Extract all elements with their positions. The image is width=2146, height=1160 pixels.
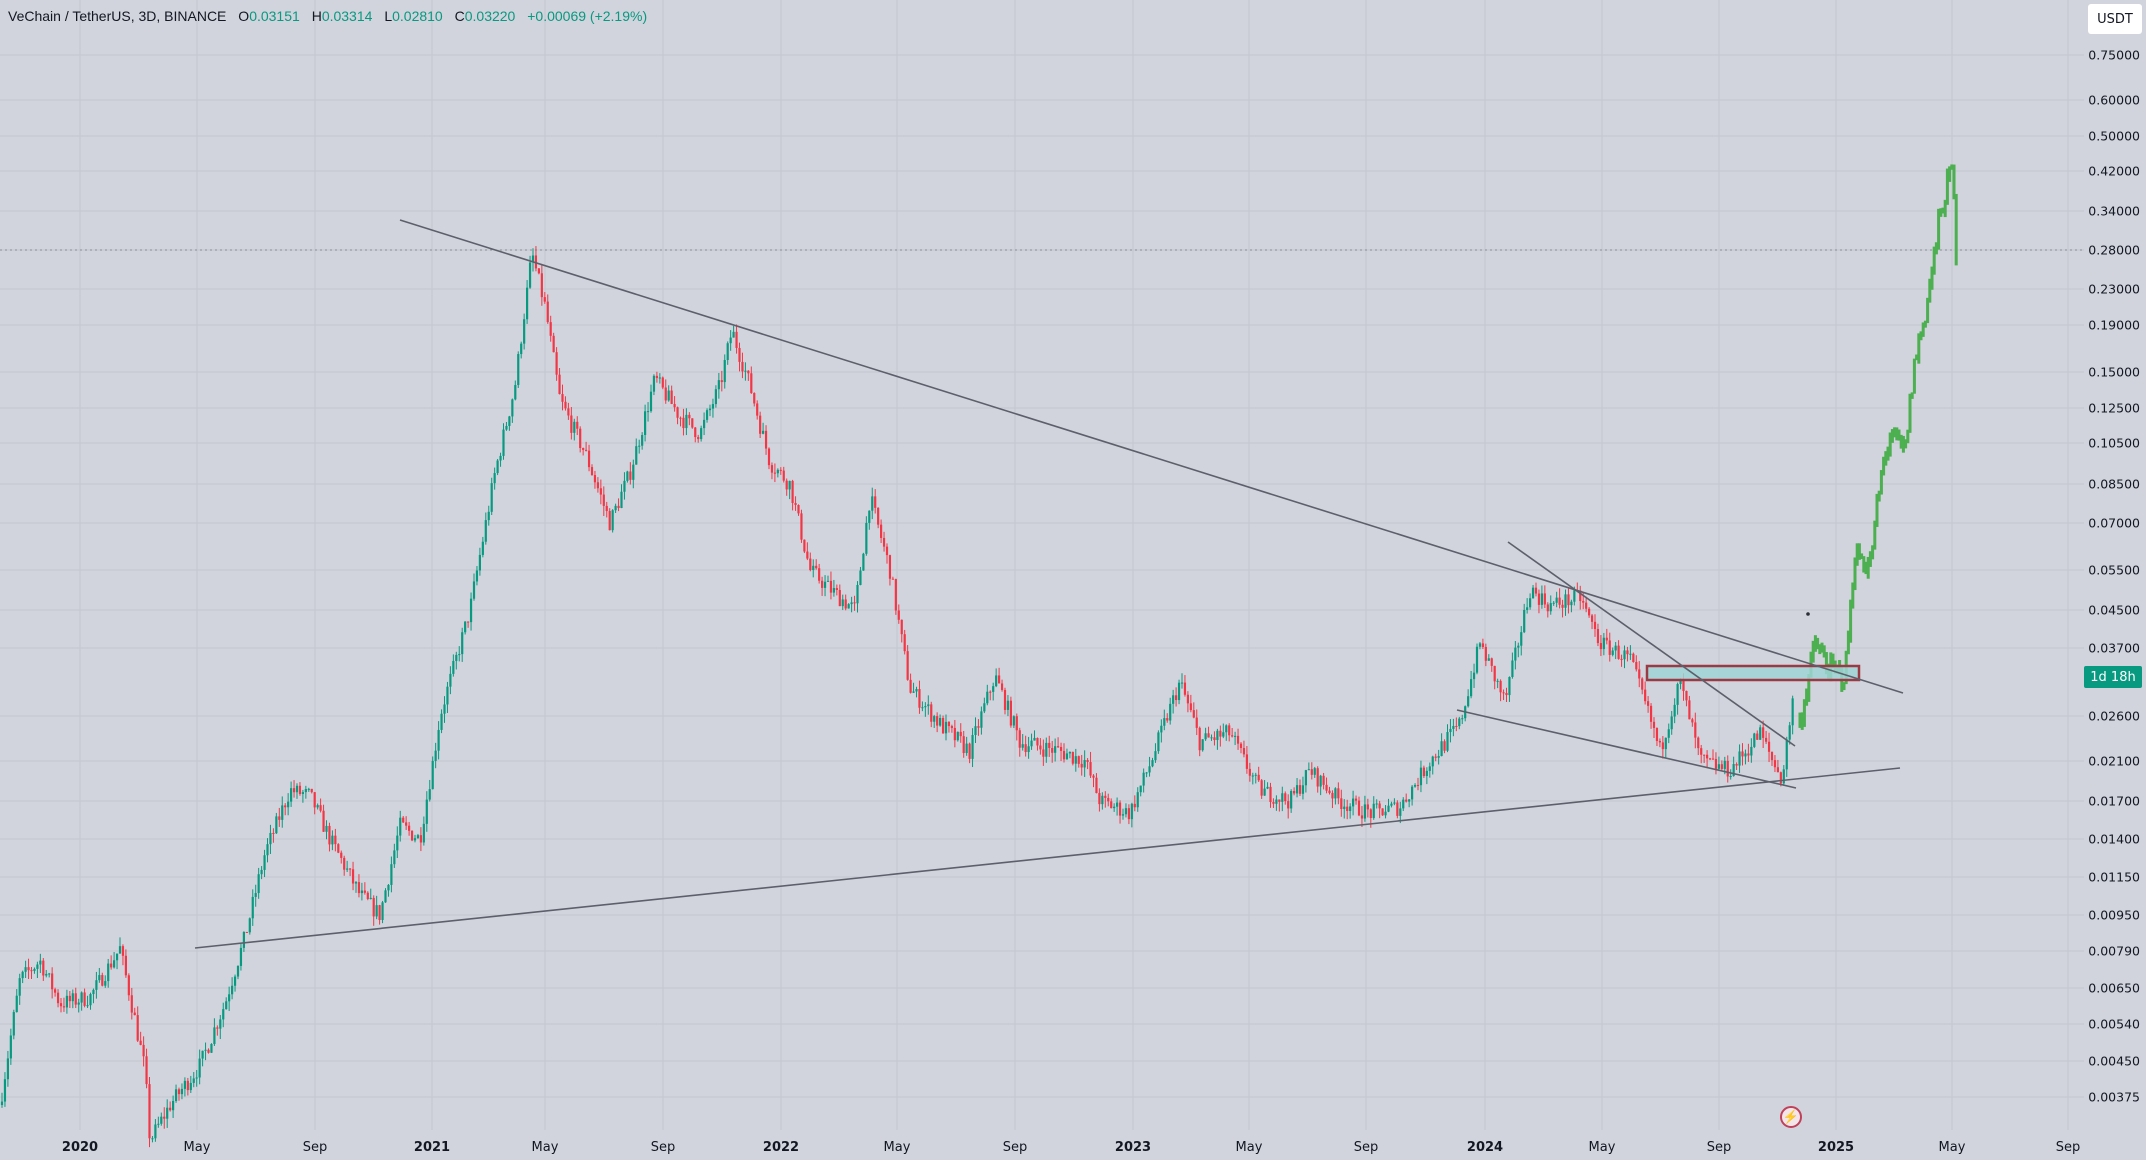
candlestick-series: [0, 246, 1794, 1148]
time-tick-label: Sep: [1706, 1140, 1732, 1155]
high-label: H: [311, 8, 322, 24]
time-tick-label: 2025: [1817, 1140, 1855, 1155]
price-tick-label: 0.34000: [2088, 203, 2140, 219]
price-tick-label: 0.60000: [2088, 92, 2140, 108]
close-label: C: [454, 8, 465, 24]
time-tick-label: Sep: [1002, 1140, 1028, 1155]
price-tick-label: 0.75000: [2088, 47, 2140, 63]
time-tick-label: Sep: [1353, 1140, 1379, 1155]
time-tick-label: May: [183, 1140, 211, 1155]
price-axis[interactable]: USDT 1d 18h 0.75000 0.60000 0.50000 0.42000…: [2084, 0, 2146, 1160]
symbol-legend: VeChain / TetherUS, 3D, BINANCE O0.03151…: [8, 8, 647, 24]
time-tick-label: 2020: [61, 1140, 99, 1155]
price-tick-label: 0.00375: [2088, 1089, 2140, 1105]
price-tick-label: 0.00790: [2088, 943, 2140, 959]
price-tick-label: 0.00540: [2088, 1016, 2140, 1032]
time-tick-label: Sep: [650, 1140, 676, 1155]
price-tick-label: 0.07000: [2088, 515, 2140, 531]
time-tick-label: May: [1938, 1140, 1966, 1155]
price-tick-label: 0.00950: [2088, 907, 2140, 923]
price-tick-label: 0.02600: [2088, 708, 2140, 724]
time-tick-label: Sep: [302, 1140, 328, 1155]
price-tick-label: 0.08500: [2088, 476, 2140, 492]
price-tick-label: 0.10500: [2088, 435, 2140, 451]
price-tick-label: 0.01700: [2088, 793, 2140, 809]
price-tick-label: 0.00650: [2088, 980, 2140, 996]
price-tick-label: 0.50000: [2088, 128, 2140, 144]
price-tick-label: 0.12500: [2088, 400, 2140, 416]
high-value: 0.03314: [321, 8, 373, 24]
time-tick-label: May: [1235, 1140, 1263, 1155]
open-label: O: [238, 8, 250, 24]
time-tick-label: 2023: [1114, 1140, 1152, 1155]
time-tick-label: May: [883, 1140, 911, 1155]
trendline-drawings[interactable]: [194, 219, 1904, 949]
price-tick-label: 0.04500: [2088, 602, 2140, 618]
chart-grid: [0, 0, 2084, 1130]
time-tick-label: 2024: [1466, 1140, 1504, 1155]
time-tick-label: 2021: [413, 1140, 451, 1155]
price-tick-label: 0.01150: [2088, 869, 2140, 885]
price-tick-label: 0.28000: [2088, 242, 2140, 258]
change-value: +0.00069 (+2.19%): [527, 8, 648, 24]
price-tick-label: 0.02100: [2088, 753, 2140, 769]
price-tick-label: 0.19000: [2088, 317, 2140, 333]
price-tick-label: 0.03700: [2088, 640, 2140, 656]
time-tick-label: 2022: [762, 1140, 800, 1155]
projection-series: [1798, 164, 1958, 730]
flash-icon[interactable]: ⚡: [1780, 1106, 1802, 1128]
symbol-title: VeChain / TetherUS, 3D, BINANCE: [8, 8, 227, 24]
low-value: 0.02810: [392, 8, 443, 24]
time-tick-label: May: [531, 1140, 559, 1155]
open-value: 0.03151: [249, 8, 300, 24]
low-label: L: [384, 8, 393, 24]
price-tick-label: 0.00450: [2088, 1053, 2140, 1069]
time-tick-label: May: [1588, 1140, 1616, 1155]
price-tick-label: 0.01400: [2088, 831, 2140, 847]
bar-countdown-label: 1d 18h: [2084, 666, 2142, 688]
price-tick-label: 0.05500: [2088, 562, 2140, 578]
price-tick-label: 0.15000: [2088, 364, 2140, 380]
price-tick-label: 0.42000: [2088, 163, 2140, 179]
time-tick-label: Sep: [2055, 1140, 2081, 1155]
currency-button[interactable]: USDT: [2088, 4, 2142, 34]
price-tick-label: 0.23000: [2088, 281, 2140, 297]
close-value: 0.03220: [464, 8, 516, 24]
